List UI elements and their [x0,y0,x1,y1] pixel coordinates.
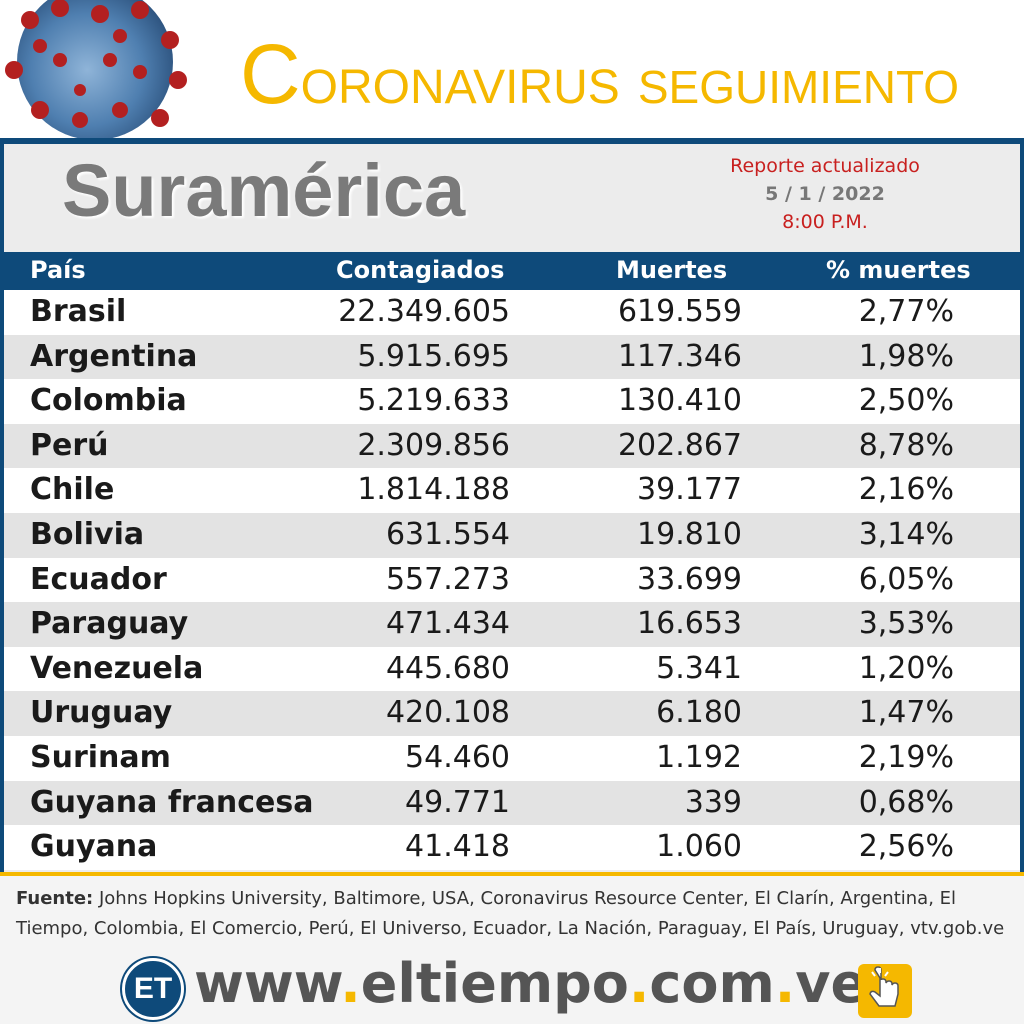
header-pct-muertes: % muertes [826,256,971,284]
table-row: Surinam 54.460 1.192 2,19% [4,735,1020,781]
cell-contagiados: 22.349.605 [338,294,510,329]
url-com: com [649,952,775,1015]
cell-pct-muertes: 2,56% [858,829,954,865]
website-url[interactable]: www.eltiempo.com.ve [194,952,868,1015]
cell-muertes: 6.180 [656,695,742,731]
table-row: Guyana francesa 49.771 339 0,68% [4,780,1020,826]
cell-muertes: 5.341 [656,650,742,686]
cell-pais: Perú [30,427,109,463]
cell-pct-muertes: 6,05% [858,561,954,597]
cell-pct-muertes: 2,16% [858,472,954,508]
table-row: Paraguay 471.434 16.653 3,53% [4,602,1020,647]
cell-contagiados: 471.434 [385,606,510,642]
url-ve: ve [795,952,868,1015]
header-pais: País [30,256,86,284]
table-row: Ecuador 557.273 33.699 6,05% [4,557,1020,603]
header-contagiados: Contagiados [336,256,505,284]
source-text: Johns Hopkins University, Baltimore, USA… [16,888,1005,939]
cell-pct-muertes: 0,68% [858,784,954,820]
cell-pct-muertes: 8,78% [858,427,954,463]
header-band [0,138,1024,144]
cell-pais: Uruguay [30,695,173,731]
cell-pct-muertes: 1,98% [858,338,954,374]
report-time: 8:00 P.M. [782,211,868,233]
cell-contagiados: 631.554 [385,516,510,552]
cell-muertes: 1.192 [656,739,742,775]
table-row: Uruguay 420.108 6.180 1,47% [4,691,1020,736]
title-seguimiento: SEGUIMIENTO [637,61,960,113]
cell-pct-muertes: 2,50% [858,383,954,419]
cell-pais: Ecuador [30,561,167,597]
cell-pais: Colombia [30,383,187,419]
table-row: Colombia 5.219.633 130.410 2,50% [4,379,1020,424]
url-name: eltiempo [360,952,629,1015]
cell-pct-muertes: 3,53% [858,606,954,642]
cell-pct-muertes: 3,14% [858,516,954,552]
cell-pais: Chile [30,472,115,508]
table-row: Argentina 5.915.695 117.346 1,98% [4,334,1020,380]
table-row: Bolivia 631.554 19.810 3,14% [4,512,1020,558]
cell-contagiados: 445.680 [385,650,510,686]
cell-muertes: 1.060 [656,829,742,865]
cell-muertes: 339 [684,784,742,820]
cell-pais: Paraguay [30,606,189,642]
table-body: Brasil 22.349.605 619.559 2,77% Argentina 5.9… [4,290,1020,870]
cell-pais: Guyana francesa [30,784,314,820]
cell-pct-muertes: 2,19% [858,739,954,775]
cell-pais: Venezuela [30,650,204,686]
report-label: Reporte actualizado [730,155,920,177]
cell-pct-muertes: 1,20% [858,650,954,686]
cell-contagiados: 54.460 [405,739,510,775]
cell-muertes: 33.699 [637,561,742,597]
cell-pais: Bolivia [30,516,145,552]
cell-pct-muertes: 2,77% [858,294,954,329]
cell-contagiados: 5.915.695 [357,338,510,374]
cell-pct-muertes: 1,47% [858,695,954,731]
cell-contagiados: 2.309.856 [357,427,510,463]
table-row: Brasil 22.349.605 619.559 2,77% [4,290,1020,335]
header-muertes: Muertes [616,256,728,284]
region-title: Suramérica [62,149,466,232]
footer-divider [0,872,1024,876]
table-row: Perú 2.309.856 202.867 8,78% [4,423,1020,469]
cell-muertes: 202.867 [617,427,742,463]
cell-muertes: 117.346 [617,338,742,374]
title-c: C [240,27,301,121]
cell-contagiados: 41.418 [405,829,510,865]
source-label: Fuente: [16,888,94,909]
cell-muertes: 16.653 [637,606,742,642]
table-row: Chile 1.814.188 39.177 2,16% [4,468,1020,513]
cell-contagiados: 557.273 [385,561,510,597]
cell-muertes: 130.410 [617,383,742,419]
cell-muertes: 19.810 [637,516,742,552]
cell-contagiados: 5.219.633 [357,383,510,419]
report-date: 5 / 1 / 2022 [765,183,885,205]
report-info: Reporte actualizado 5 / 1 / 2022 8:00 P.… [700,152,950,236]
cell-contagiados: 420.108 [385,695,510,731]
title-coronavirus: ORONAVIRUS [300,61,620,114]
cell-contagiados: 1.814.188 [357,472,510,508]
cell-contagiados: 49.771 [405,784,510,820]
et-logo: ET [122,958,184,1020]
main-title: CORONAVIRUS SEGUIMIENTO [240,26,960,121]
cell-pais: Guyana [30,829,158,865]
click-hand-icon [858,964,912,1018]
cell-muertes: 619.559 [617,294,742,329]
source-note: Fuente: Johns Hopkins University, Baltim… [16,884,1012,944]
virus-image [0,0,200,138]
cell-pais: Argentina [30,338,198,374]
cell-muertes: 39.177 [637,472,742,508]
brand-footer: ET www.eltiempo.com.ve [0,950,1024,1024]
table-header: País Contagiados Muertes % muertes [4,252,1020,290]
url-www: www [194,952,341,1015]
top-header: CORONAVIRUS SEGUIMIENTO [0,0,1024,138]
cell-pais: Brasil [30,294,127,329]
cell-pais: Surinam [30,739,171,775]
table-row: Venezuela 445.680 5.341 1,20% [4,646,1020,692]
table-row: Guyana 41.418 1.060 2,56% [4,825,1020,870]
